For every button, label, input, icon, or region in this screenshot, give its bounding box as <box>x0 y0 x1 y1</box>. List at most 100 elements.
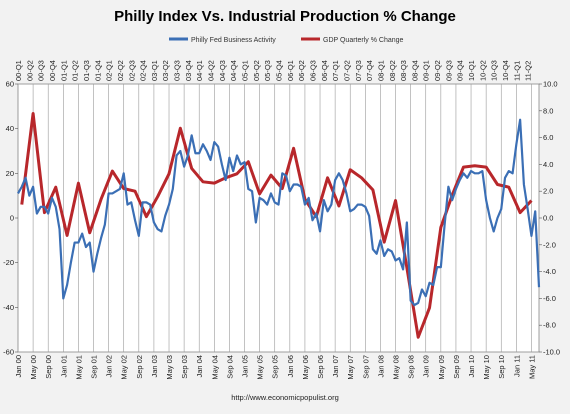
x-tick-label: Sep 02 <box>135 355 144 379</box>
x-tick-label: Jan 07 <box>331 355 340 378</box>
quarter-label: 11-Q2 <box>524 61 533 81</box>
x-tick-label: Jan 10 <box>467 355 476 378</box>
top-axis-labels: 00-Q1 00-Q2 00-Q3 00-Q4 01-Q1 01-Q2 01-Q3 01-Q4… <box>14 60 533 81</box>
quarter-label: 09-Q3 <box>444 60 453 81</box>
quarter-label: 05-Q4 <box>275 60 284 81</box>
quarter-label: 01-Q2 <box>71 60 80 81</box>
series-layer <box>17 111 541 339</box>
x-tick-label: May 07 <box>346 355 355 380</box>
quarter-label: 10-Q4 <box>501 60 510 81</box>
quarter-label: 09-Q2 <box>433 60 442 81</box>
x-tick-label: Sep 05 <box>271 355 280 379</box>
left-tick-label: -40 <box>3 303 14 312</box>
legend-label-philly: Philly Fed Business Activity <box>191 37 276 44</box>
quarter-label: 08-Q1 <box>376 60 385 81</box>
quarter-label: 06-Q1 <box>286 60 295 81</box>
x-tick-label: Jan 09 <box>422 355 431 378</box>
quarter-label: 05-Q1 <box>241 60 250 81</box>
right-tick-label: -8.0 <box>543 321 556 330</box>
x-tick-label: May 02 <box>120 355 129 380</box>
quarter-label: 11-Q1 <box>512 61 521 81</box>
quarter-label: 02-Q4 <box>139 60 148 81</box>
quarter-label: 05-Q3 <box>263 60 272 81</box>
left-tick-label: 60 <box>6 80 14 89</box>
quarter-label: 08-Q4 <box>410 60 419 81</box>
x-tick-label: Sep 09 <box>452 355 461 379</box>
x-tick-label: Sep 00 <box>44 355 53 379</box>
x-tick-label: May 00 <box>29 355 38 380</box>
quarter-label: 00-Q1 <box>14 60 23 81</box>
x-tick-label: May 05 <box>256 355 265 380</box>
left-tick-label: 40 <box>6 124 14 133</box>
x-tick-label: May 08 <box>392 355 401 380</box>
x-tick-label: Jan 01 <box>59 355 68 378</box>
right-tick-label: 4.0 <box>543 160 553 169</box>
x-tick-label: Sep 08 <box>407 355 416 379</box>
quarter-label: 10-Q2 <box>478 60 487 81</box>
quarter-label: 10-Q3 <box>490 60 499 81</box>
quarter-label: 07-Q4 <box>365 60 374 81</box>
quarter-label: 01-Q1 <box>59 60 68 81</box>
right-tick-label: -4.0 <box>543 267 556 276</box>
quarter-label: 08-Q2 <box>388 60 397 81</box>
bottom-axis-labels: Jan 00 May 00 Sep 00 Jan 01 May 01 Sep 01 Jan … <box>14 355 536 380</box>
quarter-label: 00-Q2 <box>25 60 34 81</box>
right-tick-label: -2.0 <box>543 240 556 249</box>
quarter-label: 04-Q4 <box>229 60 238 81</box>
left-axis-ticks: 60 40 20 0 -20 -40 -60 <box>3 80 18 357</box>
quarter-label: 06-Q2 <box>297 60 306 81</box>
left-tick-label: 0 <box>10 214 14 223</box>
quarter-label: 03-Q2 <box>161 60 170 81</box>
x-tick-label: May 11 <box>527 355 536 379</box>
quarter-label: 05-Q2 <box>252 60 261 81</box>
quarter-label: 06-Q4 <box>320 60 329 81</box>
x-tick-label: Jan 05 <box>241 355 250 378</box>
quarter-label: 00-Q3 <box>37 60 46 81</box>
right-tick-label: 8.0 <box>543 106 553 115</box>
left-tick-label: 20 <box>6 169 14 178</box>
series-line-philly <box>17 118 541 307</box>
x-tick-label: Jan 00 <box>14 355 23 378</box>
x-tick-label: Jan 03 <box>150 355 159 378</box>
footer-url: http://www.economicpopulist.org <box>231 393 339 402</box>
quarter-label: 07-Q3 <box>354 60 363 81</box>
quarter-label: 10-Q1 <box>467 60 476 81</box>
quarter-label: 09-Q1 <box>422 60 431 81</box>
quarter-label: 04-Q1 <box>195 60 204 81</box>
chart-title: Philly Index Vs. Industrial Production %… <box>114 8 456 25</box>
quarter-label: 04-Q2 <box>207 60 216 81</box>
quarter-label: 02-Q3 <box>127 60 136 81</box>
quarter-label: 03-Q1 <box>150 60 159 81</box>
right-tick-label: 2.0 <box>543 187 553 196</box>
x-tick-label: Jan 08 <box>376 355 385 378</box>
quarter-label: 07-Q2 <box>342 60 351 81</box>
x-tick-label: Jan 02 <box>105 355 114 378</box>
x-tick-label: Sep 06 <box>316 355 325 379</box>
right-tick-label: 0.0 <box>543 214 553 223</box>
right-tick-label: 6.0 <box>543 133 553 142</box>
quarter-label: 04-Q3 <box>218 60 227 81</box>
right-tick-label: -6.0 <box>543 294 556 303</box>
x-tick-label: May 06 <box>301 355 310 380</box>
x-tick-label: Sep 01 <box>90 355 99 379</box>
quarter-label: 01-Q3 <box>82 60 91 81</box>
quarter-label: 00-Q4 <box>48 60 57 81</box>
x-tick-label: May 09 <box>437 355 446 380</box>
quarter-label: 06-Q3 <box>308 60 317 81</box>
right-tick-label: -10.0 <box>543 348 560 357</box>
x-tick-label: Jan 04 <box>195 355 204 378</box>
x-tick-label: Sep 03 <box>180 355 189 379</box>
legend-label-gdp: GDP Quarterly % Change <box>323 37 404 44</box>
quarter-label: 02-Q1 <box>105 60 114 81</box>
quarter-label: 08-Q3 <box>399 60 408 81</box>
right-tick-label: 10.0 <box>543 80 558 89</box>
x-tick-label: Jan 06 <box>286 355 295 378</box>
quarter-label: 02-Q2 <box>116 60 125 81</box>
x-tick-label: May 01 <box>74 355 83 380</box>
quarter-label: 09-Q4 <box>456 60 465 81</box>
x-tick-label: May 04 <box>210 355 219 380</box>
x-tick-label: Jan 11 <box>512 355 521 377</box>
x-tick-label: Sep 10 <box>497 355 506 379</box>
left-tick-label: -60 <box>3 348 14 357</box>
